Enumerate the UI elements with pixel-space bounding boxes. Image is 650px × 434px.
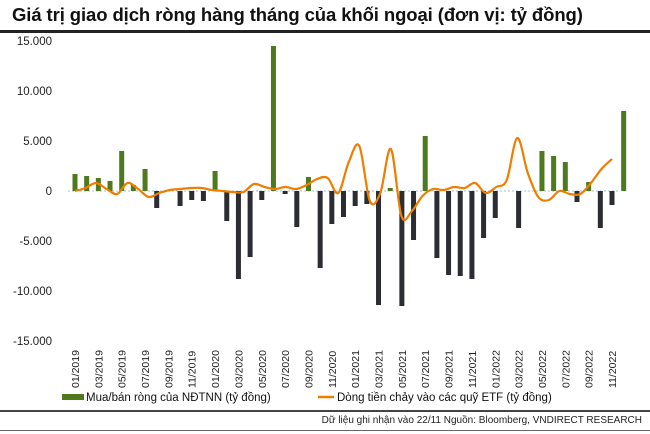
bar <box>72 174 78 191</box>
bar <box>574 191 580 202</box>
x-tick-label: 03/2021 <box>374 350 386 388</box>
bar <box>130 185 136 191</box>
bar <box>107 181 113 191</box>
legend-bar-label: Mua/bán ròng của NĐTNN (tỷ đồng) <box>86 392 271 404</box>
x-tick-label: 03/2020 <box>233 350 245 388</box>
legend-bar-swatch <box>62 394 84 400</box>
x-axis: 01/2019 03/2019 05/2019 07/2019 09/2019 11/20… <box>70 350 619 388</box>
bar <box>247 191 253 257</box>
bar <box>177 191 183 206</box>
bar <box>422 136 428 191</box>
x-tick-label: 03/2022 <box>514 350 526 388</box>
y-tick-label: -5.000 <box>19 236 52 248</box>
bar <box>294 191 300 227</box>
x-tick-label: 05/2022 <box>537 350 549 388</box>
bar <box>446 191 452 275</box>
bar <box>539 151 545 191</box>
y-tick-label: -15.000 <box>13 336 52 348</box>
bar <box>399 191 405 306</box>
bar <box>282 191 288 194</box>
x-tick-label: 07/2022 <box>560 350 572 388</box>
bar <box>492 191 498 218</box>
bottom-rule <box>0 410 650 412</box>
bar <box>597 191 603 228</box>
bar <box>621 111 627 191</box>
x-tick-label: 11/2019 <box>187 351 199 388</box>
bar <box>481 191 487 238</box>
legend: Mua/bán ròng của NĐTNN (tỷ đồng) Dòng ti… <box>62 392 552 404</box>
bottom-rule-thin <box>0 430 650 431</box>
x-tick-label: 03/2019 <box>93 350 105 388</box>
bar <box>317 191 323 268</box>
bar <box>469 191 475 279</box>
bar <box>376 191 382 305</box>
y-tick-label: 10.000 <box>17 86 52 98</box>
bar <box>212 171 218 191</box>
bar <box>200 191 206 201</box>
x-tick-label: 09/2020 <box>303 350 315 388</box>
x-tick-label: 01/2021 <box>350 350 362 388</box>
bar <box>434 191 440 258</box>
x-tick-label: 05/2021 <box>397 350 409 388</box>
bar <box>551 156 557 191</box>
bar <box>189 191 195 200</box>
etf-line-series <box>74 136 613 222</box>
x-tick-label: 09/2019 <box>163 350 175 388</box>
bar <box>235 191 241 279</box>
x-tick-label: 09/2021 <box>444 350 456 388</box>
bar <box>364 191 370 204</box>
bar <box>341 191 346 217</box>
top-rule <box>0 30 650 33</box>
x-tick-label: 05/2019 <box>117 350 129 388</box>
x-tick-label: 07/2021 <box>420 350 432 388</box>
x-tick-label: 05/2020 <box>257 350 269 388</box>
bar <box>270 46 276 191</box>
x-tick-label: 11/2021 <box>467 351 479 388</box>
bar <box>119 151 125 191</box>
bar <box>562 162 568 191</box>
x-tick-label: 11/2020 <box>327 351 339 388</box>
bar <box>457 191 463 276</box>
bar-series <box>72 46 627 306</box>
x-tick-label: 01/2020 <box>210 350 222 388</box>
y-tick-label: 5.000 <box>23 136 52 148</box>
bar <box>516 191 522 228</box>
y-tick-label: 15.000 <box>17 36 52 48</box>
bar <box>142 169 148 191</box>
y-axis: 15.000 10.000 5.000 0 -5.000 -10.000 -15.000 <box>13 36 52 348</box>
bar <box>329 191 335 224</box>
x-tick-label: 07/2019 <box>140 350 152 388</box>
x-tick-label: 07/2020 <box>280 350 292 388</box>
bar <box>352 191 358 206</box>
legend-line-label: Dòng tiền chảy vào các quỹ ETF (tỷ đồng) <box>337 392 552 404</box>
bar <box>154 191 160 208</box>
bar <box>411 191 417 240</box>
source-note: Dữ liệu ghi nhận vào 22/11 Nguồn: Bloomb… <box>321 415 642 426</box>
y-tick-label: -10.000 <box>13 286 52 298</box>
x-tick-label: 01/2022 <box>490 350 502 388</box>
bar <box>387 188 393 191</box>
y-tick-label: 0 <box>46 186 52 198</box>
chart-title: Giá trị giao dịch ròng hàng tháng của kh… <box>12 4 583 25</box>
bar <box>224 191 230 221</box>
x-tick-label: 11/2022 <box>607 351 619 388</box>
bar <box>259 191 265 200</box>
x-tick-label: 01/2019 <box>70 350 82 388</box>
bar <box>84 176 90 191</box>
x-tick-label: 09/2022 <box>584 350 596 388</box>
bar <box>609 191 615 205</box>
